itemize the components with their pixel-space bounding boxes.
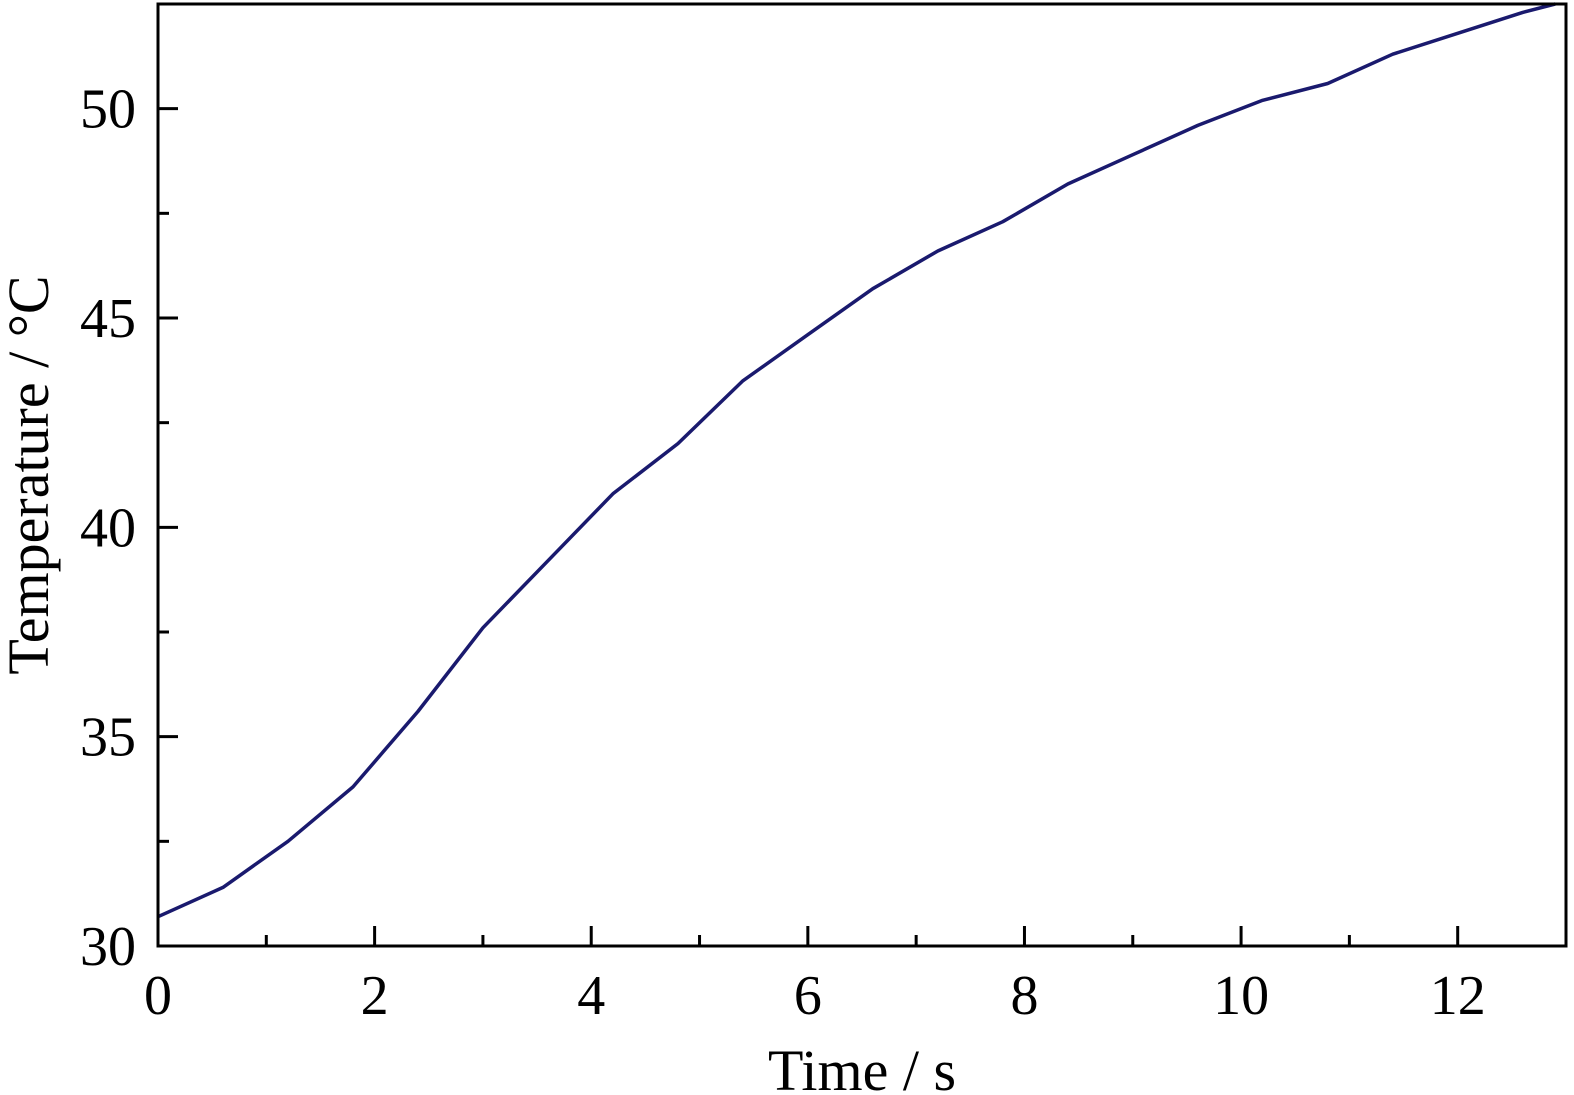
y-tick-label: 45 (80, 288, 136, 350)
x-tick-label: 2 (361, 965, 389, 1027)
x-tick-label: 0 (144, 965, 172, 1027)
x-axis-title: Time / s (768, 1038, 956, 1095)
x-tick-label: 6 (794, 965, 822, 1027)
x-tick-label: 8 (1010, 965, 1038, 1027)
y-tick-label: 30 (80, 916, 136, 978)
temperature-series-line (157, 2, 1556, 919)
minor-ticks (158, 2, 1351, 946)
x-tick-label: 12 (1430, 965, 1486, 1027)
x-tick-label: 4 (577, 965, 605, 1027)
tick-labels: 0 2 4 6 8 10 12 30 35 40 45 50 (80, 79, 1486, 1027)
y-tick-label: 35 (80, 707, 136, 769)
major-ticks (156, 107, 1460, 948)
x-tick-label: 10 (1213, 965, 1269, 1027)
y-tick-label: 50 (80, 79, 136, 141)
y-axis-title: Temperature / °C (0, 275, 61, 674)
y-tick-label: 40 (80, 497, 136, 559)
series-layer (157, 2, 1556, 919)
plot-area-frame (156, 2, 1568, 948)
